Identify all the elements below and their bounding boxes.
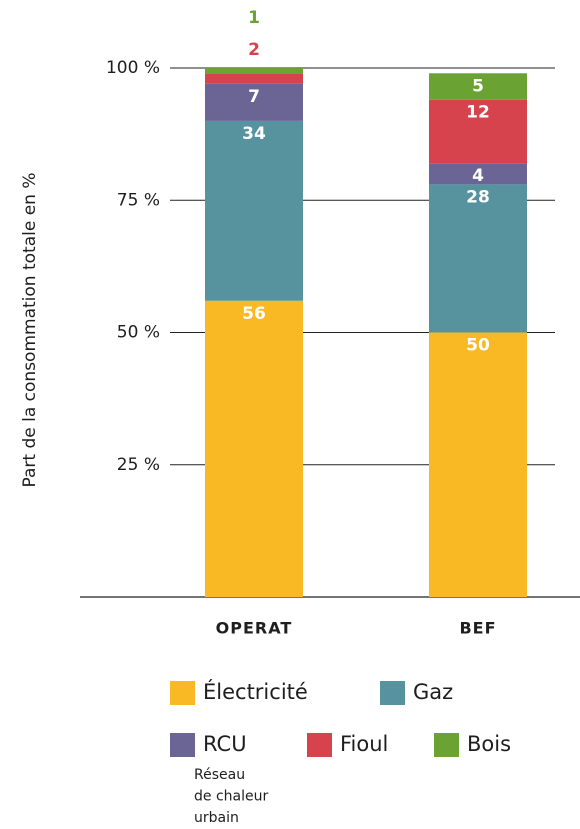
- y-tick-label: 75 %: [117, 190, 160, 210]
- data-label: 12: [466, 103, 490, 123]
- legend-note: de chaleur: [194, 789, 268, 805]
- legend-swatch: [307, 733, 332, 757]
- data-label: 1: [248, 8, 260, 28]
- data-label: 4: [472, 166, 484, 186]
- bar-segment: [429, 163, 527, 185]
- data-label: 7: [248, 87, 260, 107]
- bar-segment: [205, 83, 303, 121]
- legend-note: urbain: [194, 810, 239, 826]
- legend-label: Bois: [467, 732, 511, 756]
- legend-note: Réseau: [194, 767, 245, 783]
- data-label: 34: [242, 124, 266, 144]
- data-label: 5: [472, 76, 484, 96]
- data-label: 56: [242, 304, 266, 324]
- legend-label: Gaz: [413, 680, 453, 704]
- legend-swatch: [434, 733, 459, 757]
- y-tick-label: 100 %: [106, 58, 160, 78]
- bar-segment: [205, 120, 303, 301]
- y-tick-label: 50 %: [117, 323, 160, 343]
- y-tick-label: 25 %: [117, 455, 160, 475]
- bar-segment: [429, 73, 527, 100]
- legend-swatch: [170, 733, 195, 757]
- data-label: 50: [466, 336, 490, 356]
- data-label: 28: [466, 187, 490, 207]
- legend-swatch: [170, 681, 195, 705]
- y-axis-title: Part de la consommation totale en %: [20, 173, 40, 488]
- bar-segment: [205, 68, 303, 74]
- x-tick-label: BEF: [459, 619, 496, 638]
- legend-swatch: [380, 681, 405, 705]
- bar-segment: [205, 300, 303, 597]
- bar-segment: [429, 99, 527, 164]
- bar-segment: [429, 184, 527, 333]
- legend-label: RCU: [203, 732, 247, 756]
- x-tick-label: OPERAT: [216, 619, 293, 638]
- legend-label: Électricité: [203, 679, 308, 704]
- data-label: 2: [248, 40, 260, 60]
- bar-segment: [429, 332, 527, 597]
- bar-segment: [205, 73, 303, 84]
- legend-label: Fioul: [340, 732, 388, 756]
